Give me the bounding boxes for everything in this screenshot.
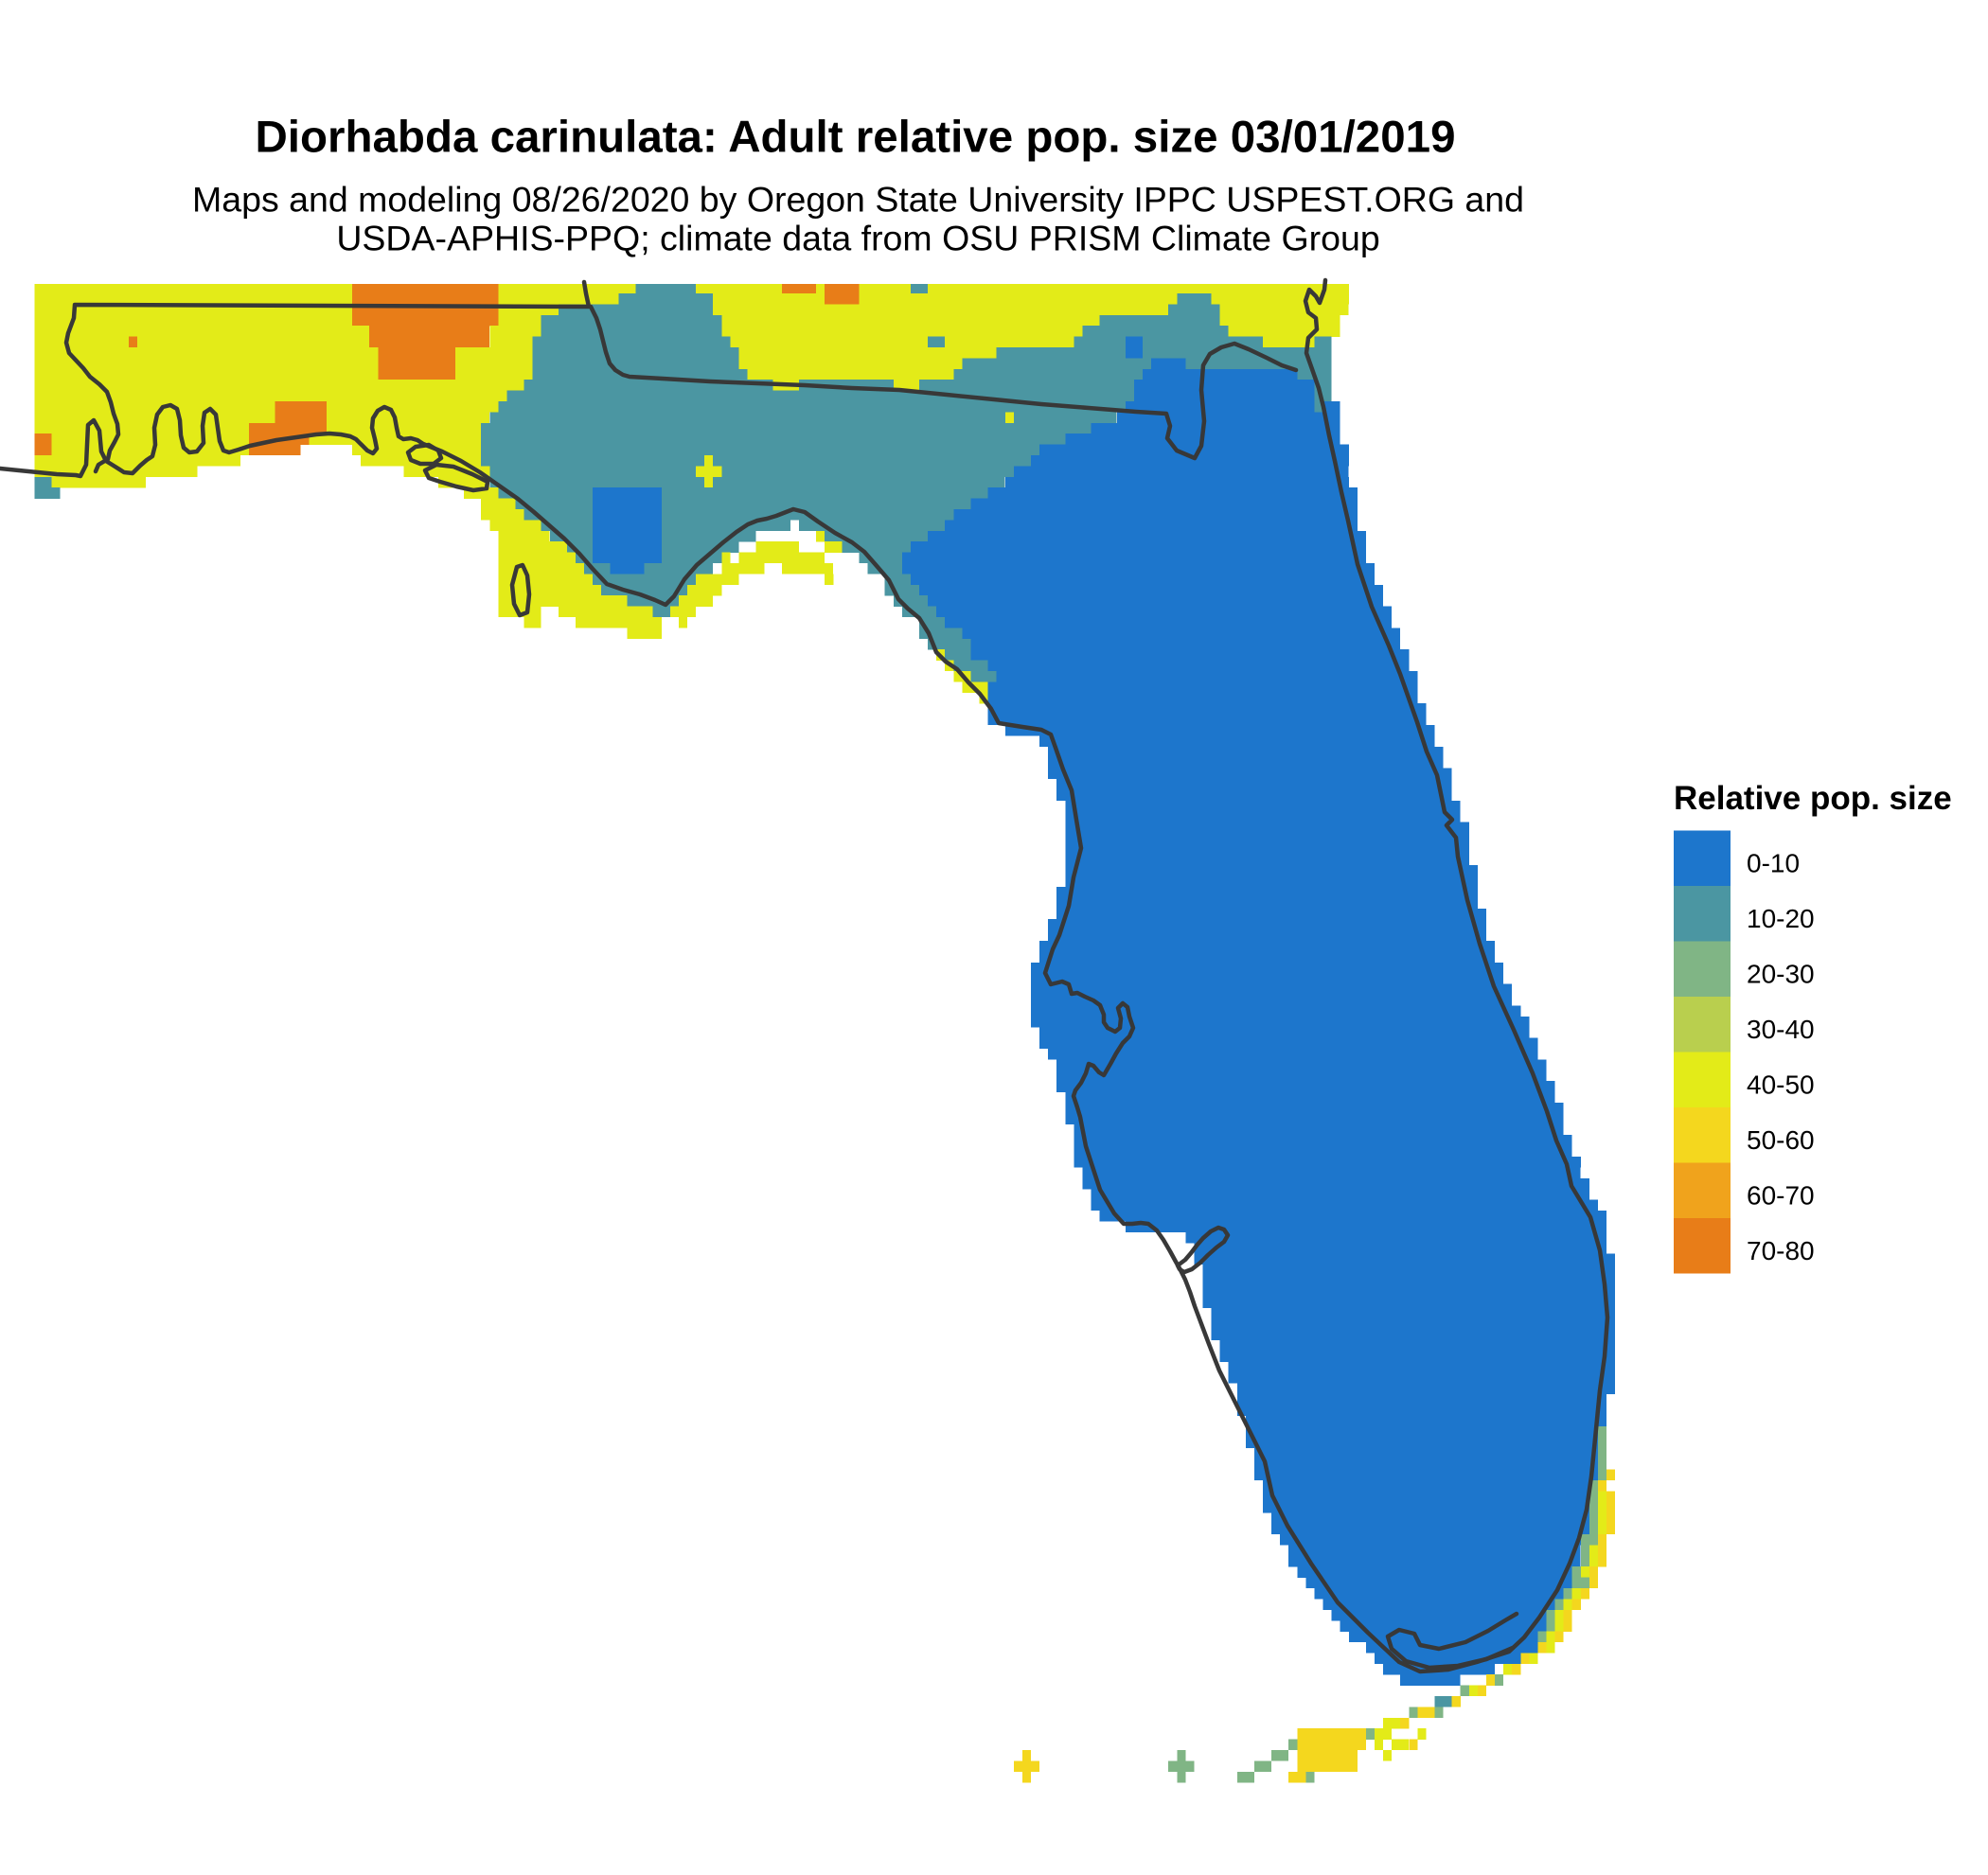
svg-text:60-70: 60-70 — [1747, 1181, 1815, 1211]
svg-text:Diorhabda carinulata: Adult re: Diorhabda carinulata: Adult relative pop… — [256, 113, 1456, 163]
svg-text:USDA-APHIS-PPQ; climate data f: USDA-APHIS-PPQ; climate data from OSU PR… — [336, 219, 1379, 258]
svg-text:70-80: 70-80 — [1747, 1236, 1815, 1265]
svg-text:40-50: 40-50 — [1747, 1070, 1815, 1100]
svg-text:10-20: 10-20 — [1747, 904, 1815, 933]
svg-text:30-40: 30-40 — [1747, 1015, 1815, 1044]
svg-text:20-30: 20-30 — [1747, 960, 1815, 989]
svg-text:50-60: 50-60 — [1747, 1125, 1815, 1155]
svg-text:Relative pop. size: Relative pop. size — [1674, 780, 1952, 817]
svg-text:Maps and modeling 08/26/2020 b: Maps and modeling 08/26/2020 by Oregon S… — [192, 180, 1524, 220]
svg-text:0-10: 0-10 — [1747, 849, 1800, 878]
